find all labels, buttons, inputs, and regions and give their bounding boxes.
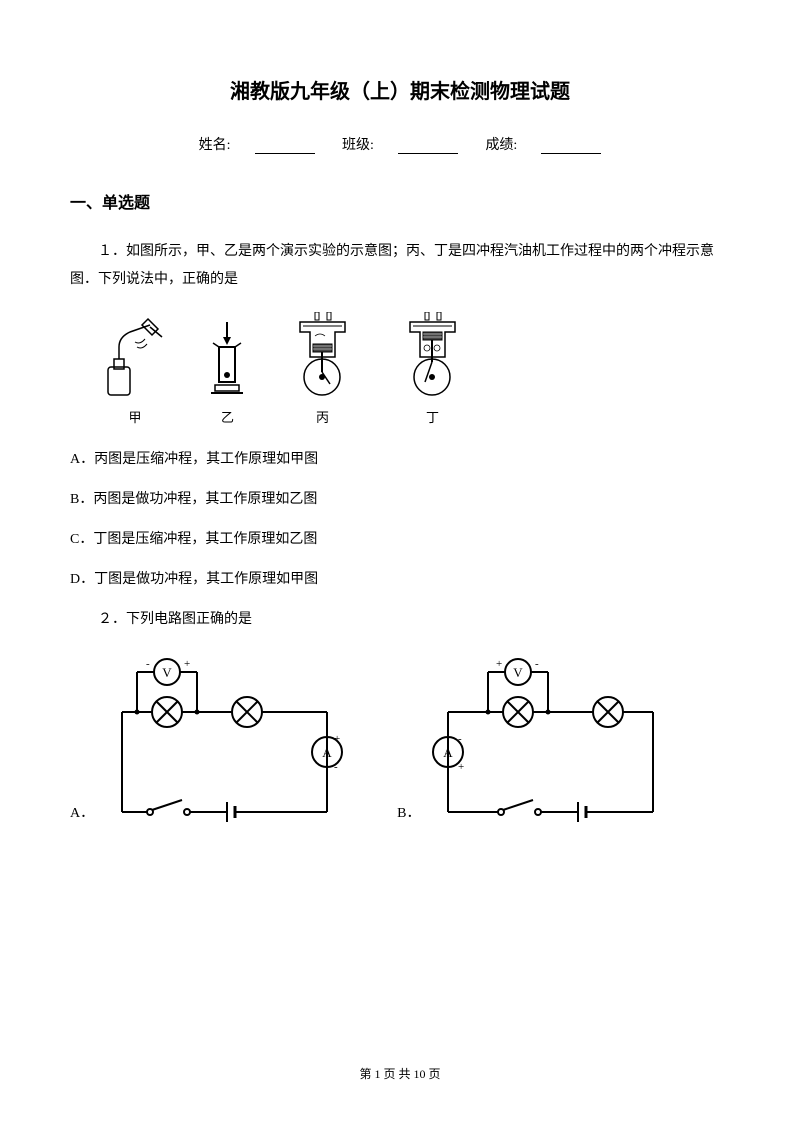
class-label: 班级:	[342, 138, 374, 153]
info-row: 姓名: 班级: 成绩:	[70, 134, 730, 154]
svg-text:A: A	[444, 745, 454, 760]
circuit-a: A． V - +	[70, 652, 347, 827]
circuit-b: B． V + -	[397, 652, 673, 827]
svg-text:A: A	[322, 745, 332, 760]
score-blank	[541, 140, 601, 154]
fig-jia: 甲	[100, 317, 170, 426]
q1-optB: B．丙图是做功冲程，其工作原理如乙图	[70, 486, 730, 514]
q1-figures: 甲 乙 丙	[100, 312, 730, 426]
score-label: 成绩:	[485, 138, 517, 153]
svg-text:-: -	[334, 761, 338, 773]
name-label: 姓名:	[199, 138, 231, 153]
fig-bing-label: 丙	[316, 407, 329, 426]
svg-text:V: V	[514, 665, 524, 680]
circuit-a-label: A．	[70, 802, 94, 822]
section-title: 一、单选题	[70, 189, 730, 213]
svg-text:+: +	[334, 733, 340, 745]
fig-yi: 乙	[205, 317, 250, 426]
fig-ding-label: 丁	[426, 407, 439, 426]
svg-text:-: -	[146, 658, 150, 670]
svg-text:+: +	[496, 658, 502, 670]
fig-yi-label: 乙	[221, 407, 234, 426]
fig-bing: 丙	[285, 312, 360, 426]
svg-text:-: -	[458, 733, 462, 745]
fig-jia-label: 甲	[128, 407, 141, 426]
svg-text:+: +	[184, 658, 190, 670]
q1-optD: D．丁图是做功冲程，其工作原理如甲图	[70, 566, 730, 594]
fig-ding: 丁	[395, 312, 470, 426]
class-blank	[398, 140, 458, 154]
page-footer: 第 1 页 共 10 页	[0, 1065, 800, 1082]
circuit-b-label: B．	[397, 802, 420, 822]
q2-figures: A． V - +	[70, 652, 730, 827]
q1-optA: A．丙图是压缩冲程，其工作原理如甲图	[70, 446, 730, 474]
q1-optC: C．丁图是压缩冲程，其工作原理如乙图	[70, 526, 730, 554]
q2-text: ２．下列电路图正确的是	[70, 606, 730, 634]
q1-text: １．如图所示，甲、乙是两个演示实验的示意图；丙、丁是四冲程汽油机工作过程中的两个…	[70, 238, 730, 294]
svg-text:-: -	[535, 658, 539, 670]
page-title: 湘教版九年级（上）期末检测物理试题	[70, 75, 730, 104]
svg-text:V: V	[162, 665, 172, 680]
name-blank	[255, 140, 315, 154]
svg-text:+: +	[458, 761, 464, 773]
